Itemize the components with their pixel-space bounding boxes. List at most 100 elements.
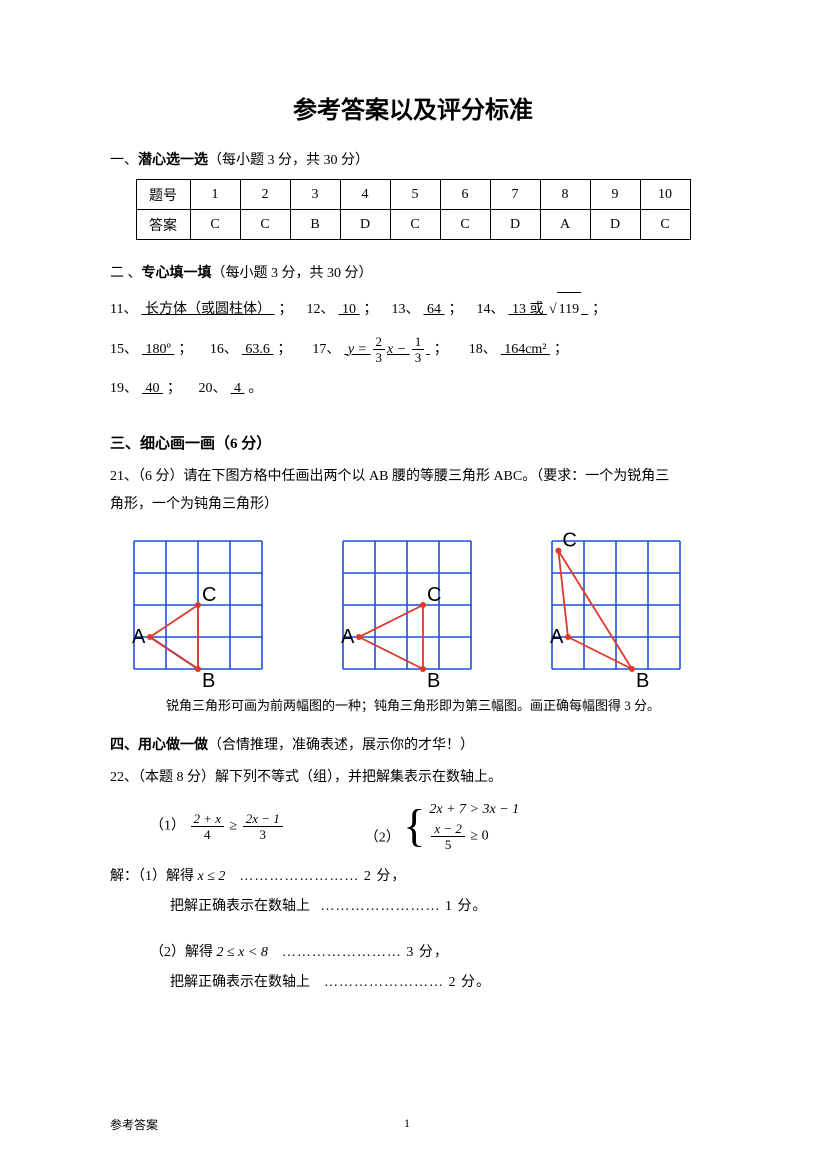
table-row: 答案 C C B D C C D A D C: [136, 210, 690, 240]
figure-caption: 锐角三角形可画为前两幅图的一种；钝角三角形即为第三幅图。画正确每幅图得 3 分。: [110, 695, 716, 714]
answer-table: 题号 1 2 3 4 5 6 7 8 9 10 答案 C C B D C C D…: [136, 179, 691, 240]
answer-cell: C: [390, 210, 440, 240]
sqrt-icon: 119: [547, 292, 581, 327]
s4-prefix: 四、: [110, 738, 138, 753]
grid-figure-1: A B C: [124, 531, 284, 691]
col-num: 1: [190, 180, 240, 210]
answer-cell: C: [240, 210, 290, 240]
answer-cell: B: [290, 210, 340, 240]
fill-row-1: 11、 长方体（或圆柱体） ； 12、 10 ； 13、 64 ； 14、 13…: [110, 292, 716, 327]
l4-dots: …………………… 2 分。: [324, 975, 491, 990]
col-num: 5: [390, 180, 440, 210]
q12-num: 12、: [306, 302, 334, 317]
q17-y: y =: [348, 342, 367, 357]
svg-text:B: B: [202, 670, 215, 691]
answer-cell: C: [440, 210, 490, 240]
eq2: （2） { 2x + 7 > 3x − 1 x − 25 ≥ 0: [365, 802, 519, 851]
svg-text:A: A: [550, 626, 564, 648]
l1-expr: x ≤ 2: [198, 869, 226, 884]
svg-text:C: C: [202, 584, 216, 606]
sep: ；: [167, 381, 181, 396]
q13-ans: 64: [419, 302, 448, 317]
q19-ans: 40: [138, 381, 167, 396]
q14-num: 14、: [476, 302, 504, 317]
l1-dots: …………………… 2 分，: [239, 869, 406, 884]
l1a: 解：（1）解得: [110, 869, 194, 884]
q18-num: 18、: [469, 342, 497, 357]
brace-icon: {: [403, 803, 425, 849]
sep: ；: [277, 342, 291, 357]
page-footer: 参考答案 1: [110, 1116, 716, 1133]
q14-rad: 119: [557, 292, 581, 327]
svg-text:B: B: [636, 670, 649, 691]
answer-cell: D: [590, 210, 640, 240]
sol-line-1: 解：（1）解得 x ≤ 2 …………………… 2 分，: [110, 865, 716, 885]
tail: ≥ 0: [470, 829, 488, 844]
col-num: 9: [590, 180, 640, 210]
sep: ；: [592, 302, 606, 317]
q11-ans: 长方体（或圆柱体）: [137, 302, 278, 317]
q15-num: 15、: [110, 342, 138, 357]
q18-ans: 164cm²: [497, 342, 554, 357]
svg-text:A: A: [132, 626, 146, 648]
num: 1: [412, 335, 425, 350]
num: x − 2: [431, 822, 465, 837]
eq1-label: （1）: [150, 819, 185, 834]
section3-heading: 三、细心画一画（6 分）: [110, 432, 716, 453]
fraction: 2 + x4: [191, 812, 225, 841]
den: 4: [191, 827, 225, 841]
q19-num: 19、: [110, 381, 138, 396]
grid-figures: A B C A B C A B C: [110, 531, 716, 691]
den: 3: [243, 827, 283, 841]
s2-prefix: 二 、: [110, 266, 142, 281]
q13-num: 13、: [391, 302, 419, 317]
num: 2x − 1: [243, 812, 283, 827]
fill-row-3: 19、 40 ； 20、 4 。: [110, 372, 716, 406]
q21-line1: 21、（6 分）请在下图方格中任画出两个以 AB 腰的等腰三角形 ABC。（要求…: [110, 463, 716, 491]
system-stack: 2x + 7 > 3x − 1 x − 25 ≥ 0: [429, 802, 519, 851]
q14-ans: 13 或 119: [504, 302, 592, 317]
s1-bold: 潜心选一选: [138, 153, 208, 168]
q22-intro: 22、（本题 8 分）解下列不等式（组），并把解集表示在数轴上。: [110, 764, 716, 792]
col-num: 8: [540, 180, 590, 210]
l3-dots: …………………… 3 分，: [282, 945, 449, 960]
col-num: 6: [440, 180, 490, 210]
den: 3: [412, 350, 425, 364]
grid-figure-2: ABC: [333, 531, 493, 691]
sep: ；: [554, 342, 568, 357]
svg-text:A: A: [341, 626, 355, 648]
sep: 。: [249, 381, 263, 396]
fraction: 13: [412, 335, 425, 364]
op: ≥: [230, 819, 238, 834]
q20-num: 20、: [199, 381, 227, 396]
s4-suffix: （合情推理，准确表述，展示你的才华！）: [208, 738, 474, 753]
row-head-1: 题号: [136, 180, 190, 210]
den: 5: [431, 837, 465, 851]
l4a: 把解正确表示在数轴上: [170, 975, 310, 990]
sol-line-3: （2）解得 2 ≤ x < 8 …………………… 3 分，: [150, 941, 716, 961]
q16-num: 16、: [210, 342, 238, 357]
brace-system: { 2x + 7 > 3x − 1 x − 25 ≥ 0: [403, 802, 519, 851]
eq2-line1: 2x + 7 > 3x − 1: [429, 802, 519, 818]
num: 2: [373, 335, 386, 350]
answer-cell: A: [540, 210, 590, 240]
q14-a: 13 或: [508, 302, 547, 317]
col-num: 7: [490, 180, 540, 210]
s1-suffix: （每小题 3 分，共 30 分）: [208, 153, 369, 168]
sol-line-2: 把解正确表示在数轴上 …………………… 1 分。: [170, 895, 716, 915]
section1-heading: 一、潜心选一选（每小题 3 分，共 30 分）: [110, 149, 716, 169]
eq2-label: （2）: [365, 830, 400, 845]
l2-dots: …………………… 1 分。: [321, 899, 488, 914]
svg-text:C: C: [562, 531, 576, 552]
col-num: 10: [640, 180, 690, 210]
page: 参考答案以及评分标准 一、潜心选一选（每小题 3 分，共 30 分） 题号 1 …: [0, 0, 826, 1169]
table-row: 题号 1 2 3 4 5 6 7 8 9 10: [136, 180, 690, 210]
fill-row-2: 15、 180º ； 16、 63.6 ； 17、 y = 23x − 13 ；…: [110, 333, 716, 367]
fraction: 2x − 13: [243, 812, 283, 841]
col-num: 4: [340, 180, 390, 210]
s2-suffix: （每小题 3 分，共 30 分）: [212, 266, 373, 281]
s2-bold: 专心填一填: [142, 266, 212, 281]
svg-text:B: B: [427, 670, 440, 691]
footer-left: 参考答案: [110, 1116, 158, 1133]
answer-cell: D: [490, 210, 540, 240]
